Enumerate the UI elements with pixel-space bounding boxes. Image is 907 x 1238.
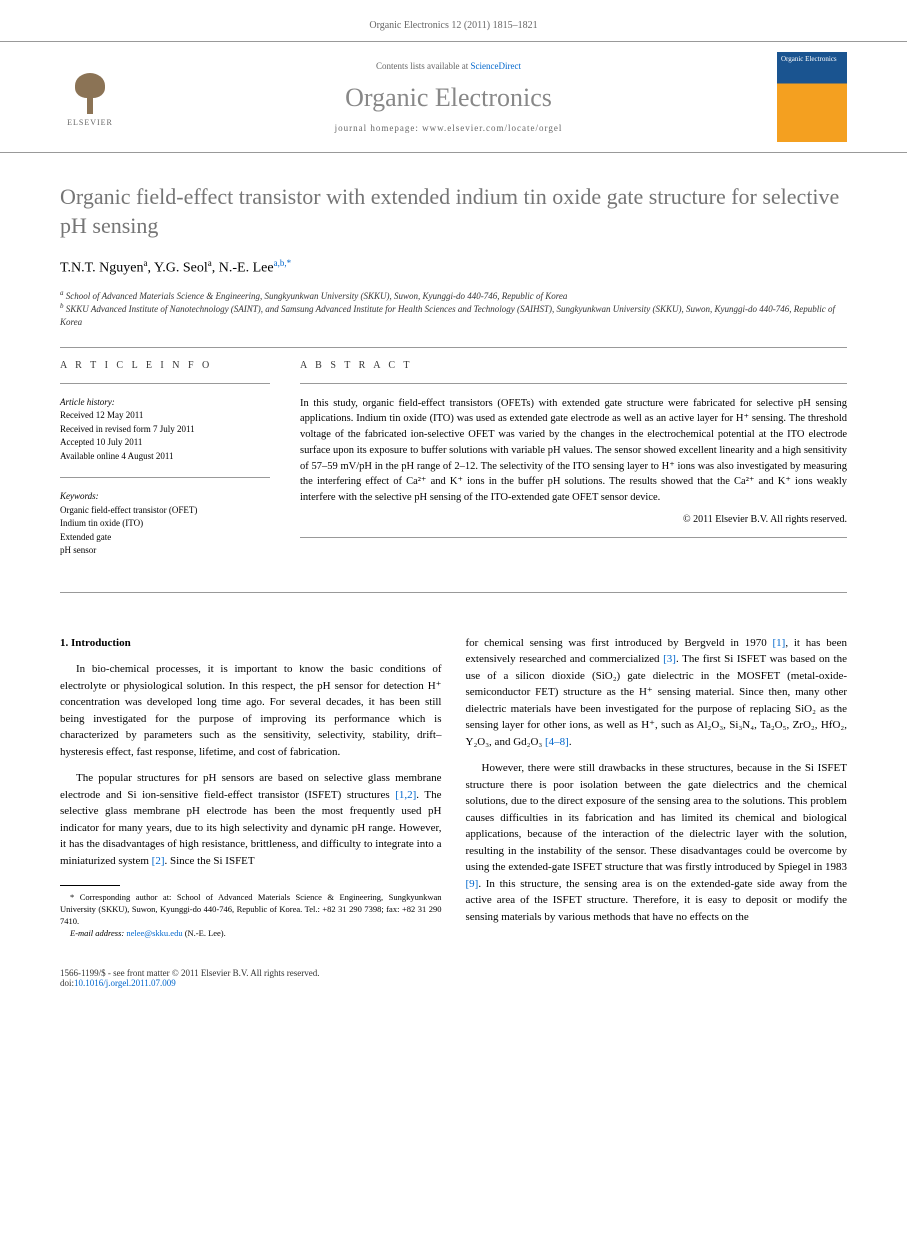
article-title: Organic field-effect transistor with ext… [60,183,847,240]
contents-prefix: Contents lists available at [376,61,470,71]
body-paragraph: However, there were still drawbacks in t… [466,760,848,925]
abstract-column: A B S T R A C T In this study, organic f… [300,360,847,572]
ref-link[interactable]: [3] [663,653,676,665]
body-paragraph: The popular structures for pH sensors ar… [60,770,442,869]
contents-line: Contents lists available at ScienceDirec… [120,61,777,71]
copyright-line: © 2011 Elsevier B.V. All rights reserved… [300,514,847,525]
abstract-text: In this study, organic field-effect tran… [300,396,847,506]
journal-title: Organic Electronics [120,83,777,113]
body-column-right: for chemical sensing was first introduce… [466,635,848,940]
sciencedirect-link[interactable]: ScienceDirect [471,61,521,71]
body-column-left: 1. Introduction In bio-chemical processe… [60,635,442,940]
email-footnote: E-mail address: nelee@skku.edu (N.-E. Le… [60,928,442,940]
affiliation-a: a School of Advanced Materials Science &… [60,289,847,303]
journal-homepage: journal homepage: www.elsevier.com/locat… [120,123,777,133]
keywords-label: Keywords: [60,490,270,504]
ref-link[interactable]: [4–8] [545,736,569,748]
divider [60,347,847,348]
elsevier-tree-icon [65,68,115,118]
ref-link[interactable]: [1] [773,637,786,649]
cover-title: Organic Electronics [781,56,837,64]
doi-link[interactable]: 10.1016/j.orgel.2011.07.009 [74,978,176,988]
issn-line: 1566-1199/$ - see front matter © 2011 El… [60,968,847,978]
email-name: (N.-E. Lee). [183,928,226,938]
ref-link[interactable]: [9] [466,878,479,890]
accepted-date: Accepted 10 July 2011 [60,436,270,450]
keyword: Indium tin oxide (ITO) [60,517,270,531]
divider [300,383,847,384]
keyword: Organic field-effect transistor (OFET) [60,504,270,518]
running-header: Organic Electronics 12 (2011) 1815–1821 [0,0,907,41]
email-label: E-mail address: [70,928,124,938]
elsevier-label: ELSEVIER [67,118,113,127]
received-date: Received 12 May 2011 [60,409,270,423]
doi-label: doi: [60,978,74,988]
email-link[interactable]: nelee@skku.edu [126,928,182,938]
affiliations: a School of Advanced Materials Science &… [60,289,847,329]
homepage-url: www.elsevier.com/locate/orgel [422,123,562,133]
journal-center-block: Contents lists available at ScienceDirec… [120,61,777,133]
article-front-matter: Organic field-effect transistor with ext… [0,153,907,625]
divider [60,383,270,384]
journal-cover-thumbnail: Organic Electronics [777,52,847,142]
body-two-column: 1. Introduction In bio-chemical processe… [0,625,907,960]
citation-text: Organic Electronics 12 (2011) 1815–1821 [369,20,537,31]
author-list: T.N.T. Nguyena, Y.G. Seola, N.-E. Leea,b… [60,258,847,277]
body-paragraph: for chemical sensing was first introduce… [466,635,848,751]
history-label: Article history: [60,396,270,410]
elsevier-logo: ELSEVIER [60,62,120,132]
journal-banner: ELSEVIER Contents lists available at Sci… [0,41,907,153]
divider [60,477,270,478]
keywords-block: Keywords: Organic field-effect transisto… [60,490,270,558]
article-info-heading: A R T I C L E I N F O [60,360,270,371]
ref-link[interactable]: [2] [152,855,165,867]
keyword: pH sensor [60,544,270,558]
ref-link[interactable]: [1,2] [395,789,416,801]
corresponding-author-footnote: * Corresponding author at: School of Adv… [60,892,442,928]
section-heading: 1. Introduction [60,635,442,652]
divider [300,537,847,538]
divider [60,592,847,593]
corr-text: * Corresponding author at: School of Adv… [60,892,442,926]
keyword: Extended gate [60,531,270,545]
homepage-prefix: journal homepage: [335,123,422,133]
article-history: Article history: Received 12 May 2011 Re… [60,396,270,464]
revised-date: Received in revised form 7 July 2011 [60,423,270,437]
info-abstract-row: A R T I C L E I N F O Article history: R… [60,360,847,572]
affiliation-b: b SKKU Advanced Institute of Nanotechnol… [60,302,847,328]
page-footer: 1566-1199/$ - see front matter © 2011 El… [0,960,907,1008]
article-info-column: A R T I C L E I N F O Article history: R… [60,360,270,572]
footnote-divider [60,885,120,886]
doi-line: doi:10.1016/j.orgel.2011.07.009 [60,978,847,988]
body-paragraph: In bio-chemical processes, it is importa… [60,661,442,760]
online-date: Available online 4 August 2011 [60,450,270,464]
abstract-heading: A B S T R A C T [300,360,847,371]
